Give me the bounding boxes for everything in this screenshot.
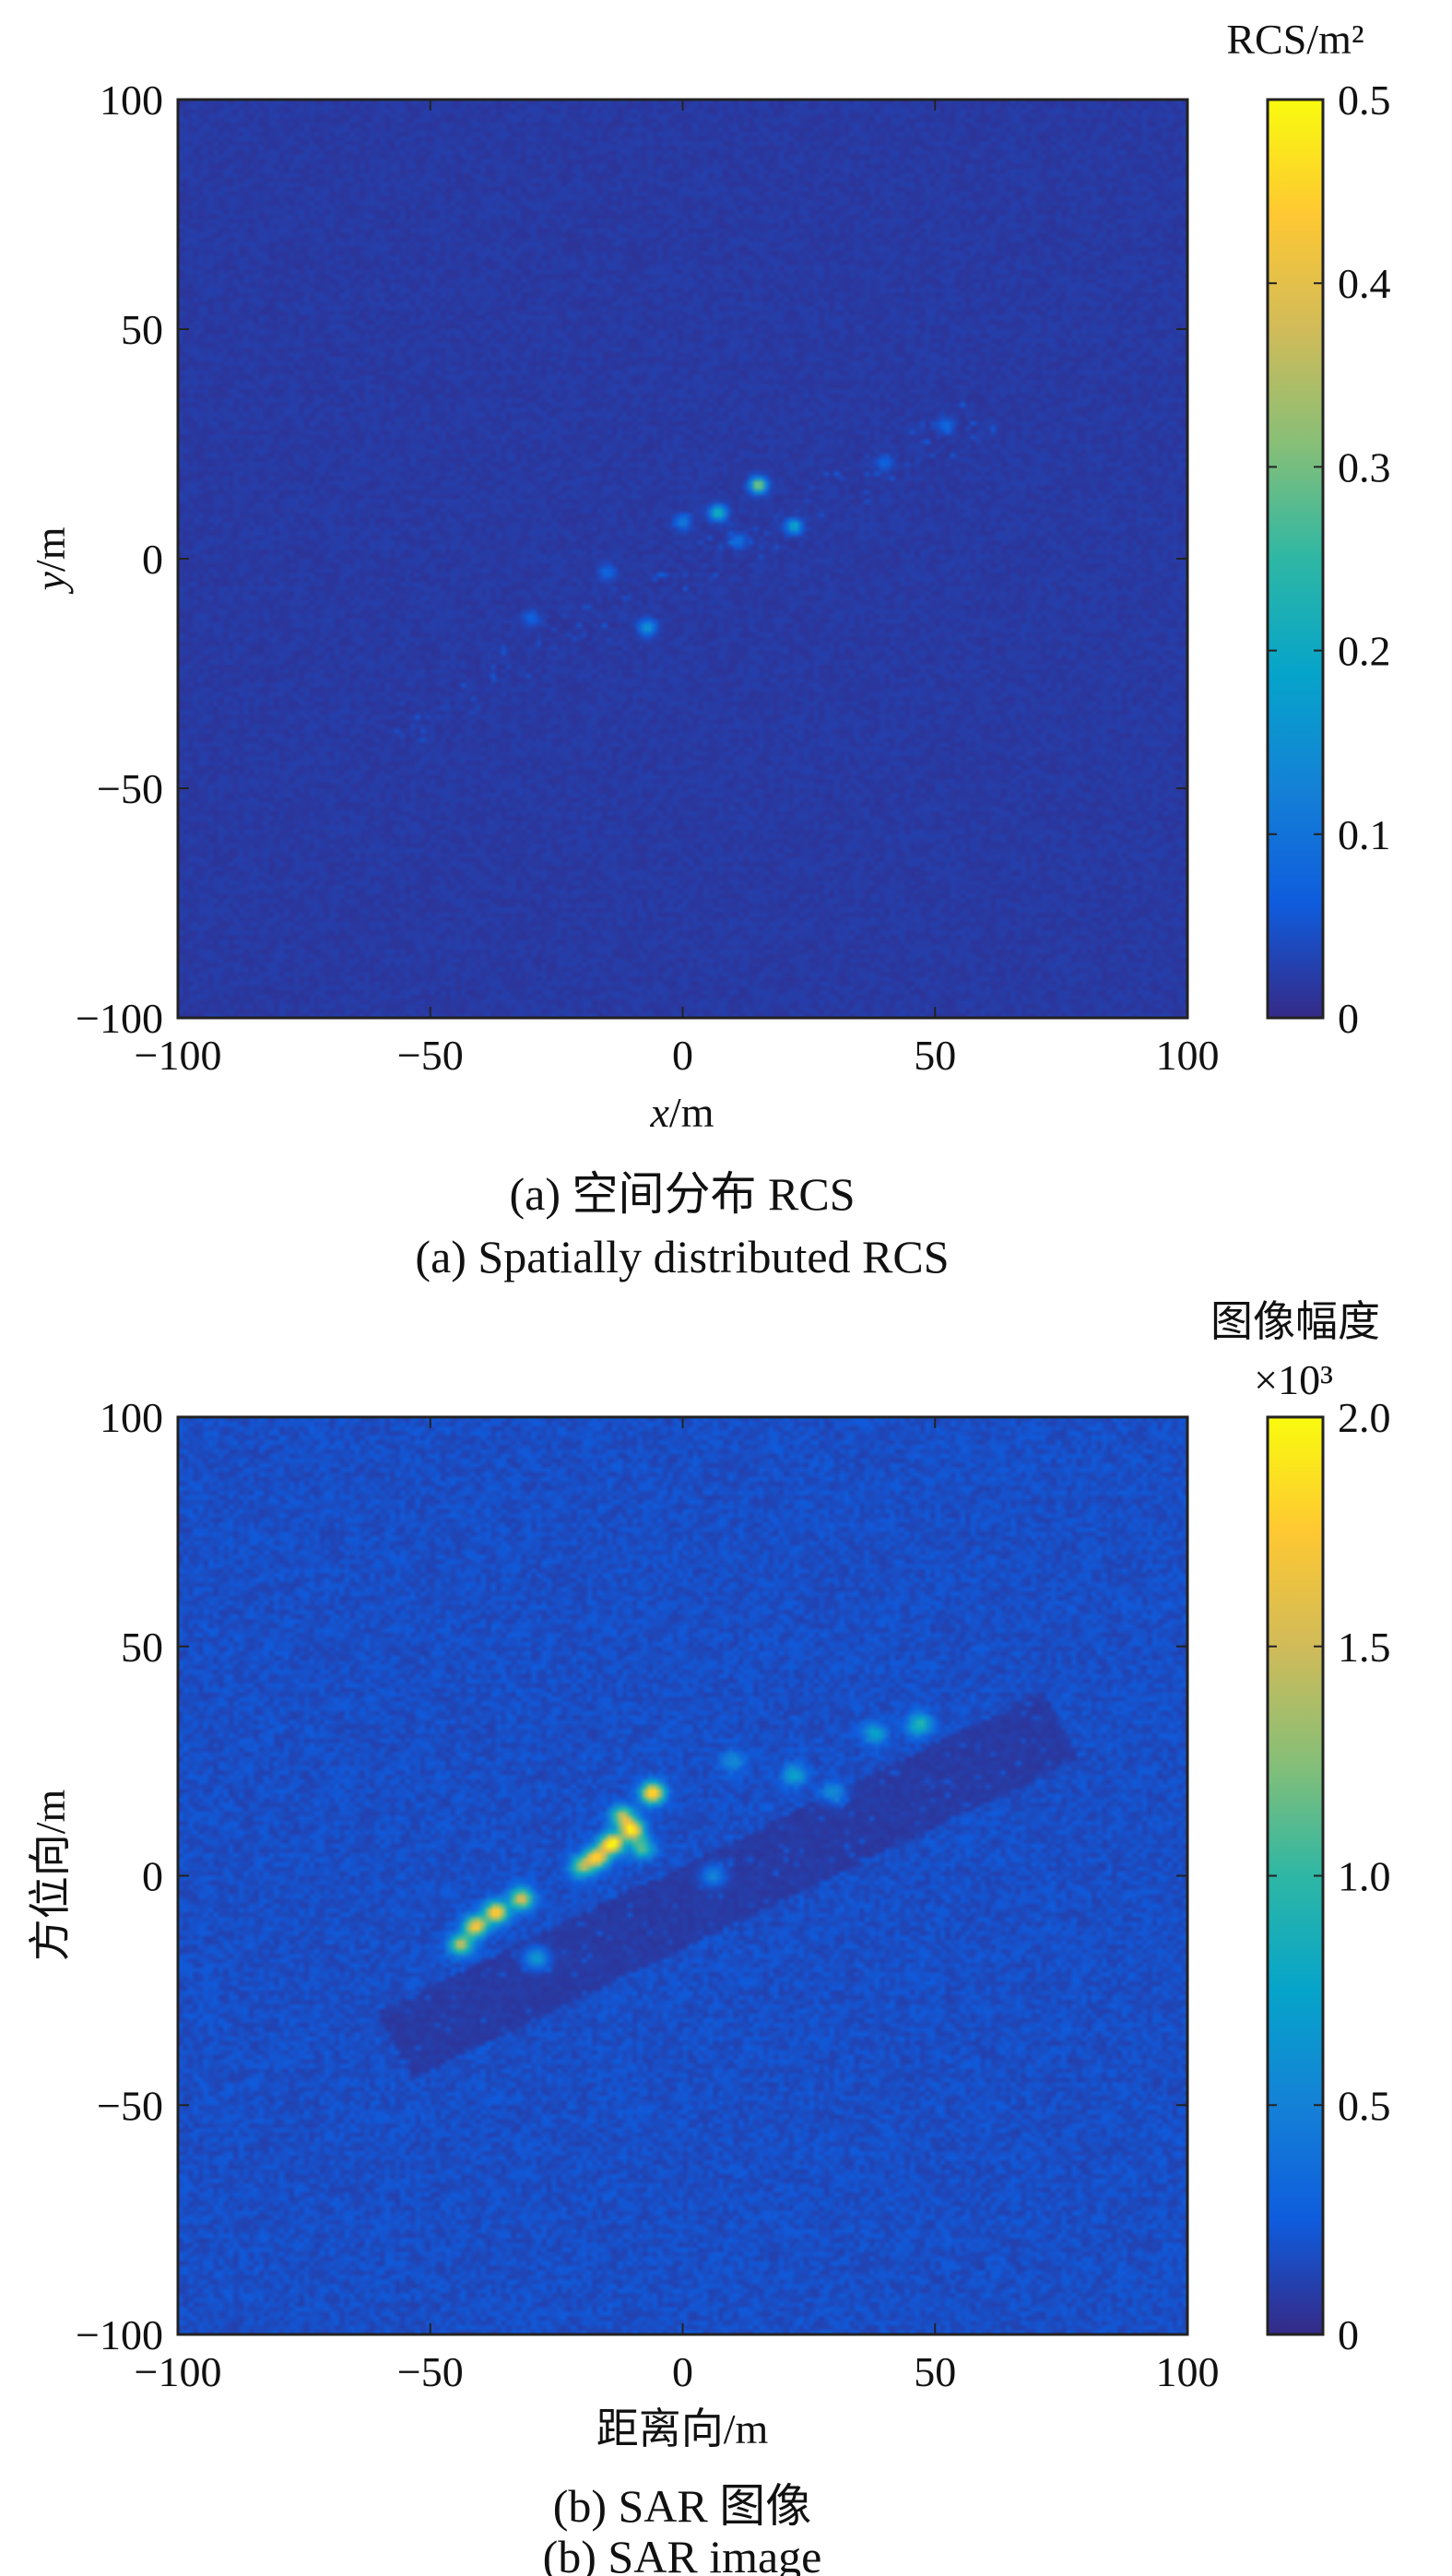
- x-tick-label: −100: [135, 1032, 222, 1079]
- panel-a-colorbar: [1266, 98, 1325, 1020]
- colorbar-tick-label: 0.2: [1338, 628, 1391, 675]
- panel-a-xlabel-text: x/m: [650, 1089, 714, 1136]
- panel-a-ylabel: y/m: [27, 526, 74, 594]
- x-tick-label: −100: [135, 2348, 222, 2395]
- colorbar-tick-label: 0.4: [1338, 260, 1391, 307]
- panel-a-colorbar-title: RCS/m²: [1226, 16, 1363, 63]
- panel-b-heatmap-image: [178, 1417, 1187, 2334]
- x-tick-label: 50: [914, 2348, 956, 2395]
- colorbar-tick-label: 1.5: [1338, 1624, 1391, 1671]
- x-tick-label: 50: [914, 1032, 956, 1079]
- panel-a-ylabel-text: y/m: [27, 526, 74, 594]
- panel-a-heatmap: [178, 100, 1187, 1018]
- panel-b-xlabel-text: 距离向/m: [596, 2405, 769, 2452]
- panel-b-colorbar-ticks: 0 0.5 1.0 1.5 2.0: [1268, 1394, 1391, 2358]
- panel-b-ticks: −100 −50 0 50 100 −100 −50 0 50 100: [76, 1394, 1219, 2395]
- y-tick-label: −100: [76, 2311, 163, 2358]
- y-tick-label: 0: [142, 1853, 163, 1900]
- x-tick-label: −50: [397, 2348, 464, 2395]
- panel-b-caption-cn: (b) SAR 图像: [553, 2480, 812, 2532]
- x-tick-label: 100: [1156, 1032, 1220, 1079]
- x-tick-label: −50: [397, 1032, 464, 1079]
- colorbar-tick-label: 0.1: [1338, 811, 1391, 858]
- panel-a-ticks: −100 −50 0 50 100 −100 −50 0 50 100: [76, 77, 1219, 1079]
- y-tick-label: 50: [121, 1624, 163, 1671]
- y-tick-label: −50: [97, 765, 163, 812]
- y-tick-label: −100: [76, 995, 163, 1042]
- colorbar-tick-label: 0.5: [1338, 2082, 1391, 2129]
- colorbar-tick-label: 0.3: [1338, 443, 1391, 490]
- panel-a-caption-cn: (a) 空间分布 RCS: [510, 1168, 856, 1220]
- y-tick-label: 0: [142, 536, 163, 583]
- panel-a-colorbar-ticks: 0 0.1 0.2 0.3 0.4 0.5: [1268, 77, 1391, 1042]
- panel-b-ylabel: 方位向/m: [27, 1790, 74, 1962]
- panel-b-heatmap: [178, 1417, 1187, 2334]
- panel-a-xlabel: x/m: [650, 1089, 714, 1136]
- x-tick-label: 0: [672, 1032, 693, 1079]
- x-tick-label: 0: [672, 2348, 693, 2395]
- y-tick-label: 100: [100, 1394, 163, 1441]
- panel-b-xlabel: 距离向/m: [596, 2405, 769, 2452]
- panel-b-colorbar-title: 图像幅度: [1210, 1298, 1380, 1345]
- y-tick-label: 100: [100, 77, 163, 124]
- panel-b: −100 −50 0 50 100 −100 −50 0 50 100 距离向/m 方位向/m 0…: [27, 1298, 1391, 2576]
- y-tick-label: −50: [97, 2082, 163, 2129]
- colorbar-tick-label: 0: [1338, 995, 1359, 1042]
- y-tick-label: 50: [121, 306, 163, 353]
- colorbar-tick-label: 2.0: [1338, 1394, 1391, 1441]
- panel-b-colorbar-multiplier: ×10³: [1254, 1356, 1333, 1403]
- panel-b-caption-en: (b) SAR image: [543, 2531, 822, 2576]
- panel-a-caption-en: (a) Spatially distributed RCS: [415, 1231, 949, 1282]
- panel-a-heatmap-image: [178, 100, 1187, 1018]
- colorbar-tick-label: 1.0: [1338, 1853, 1391, 1900]
- panel-b-ylabel-text: 方位向/m: [27, 1790, 74, 1962]
- colorbar-tick-label: 0.5: [1338, 77, 1391, 124]
- colorbar-tick-label: 0: [1338, 2311, 1359, 2358]
- x-tick-label: 100: [1156, 2348, 1220, 2395]
